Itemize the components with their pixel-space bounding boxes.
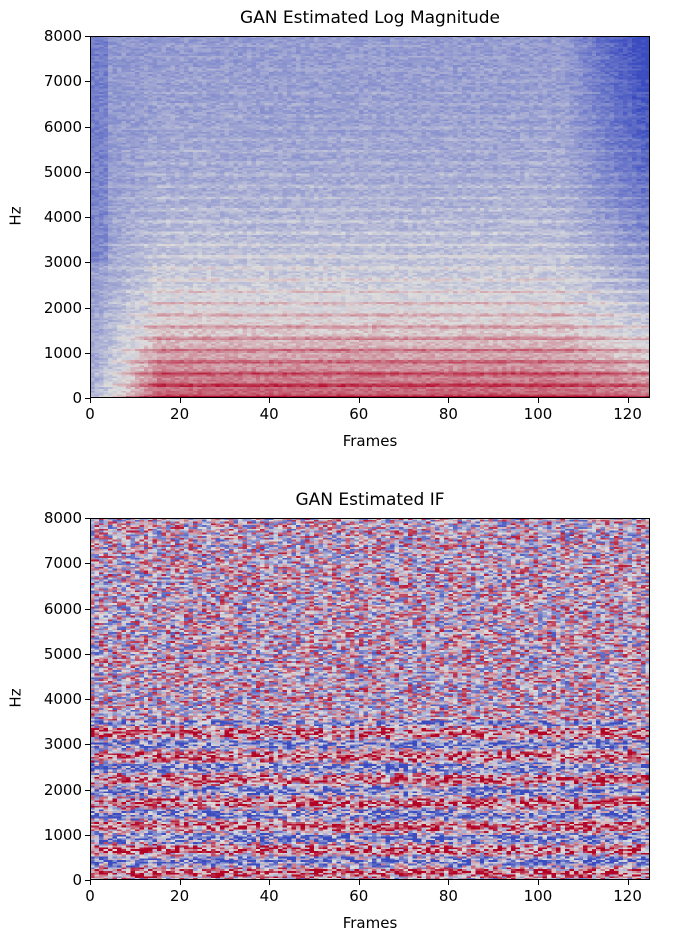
chart-title: GAN Estimated IF [295,490,445,510]
y-tick-mark [85,789,90,791]
x-tick-mark [538,880,539,885]
y-tick-label: 7000 [43,554,82,573]
y-tick-mark [85,398,90,399]
chart-title: GAN Estimated Log Magnitude [239,8,501,28]
x-tick-mark [269,398,271,403]
y-tick-mark [85,307,90,309]
x-tick-label: 0 [85,405,95,423]
y-tick-label: 5000 [43,162,82,181]
y-tick-label: 0 [72,871,82,889]
y-tick-mark [85,262,90,264]
y-tick-mark [85,36,90,37]
x-tick-mark [358,880,360,885]
x-tick-mark [448,880,450,885]
x-tick-label: 120 [613,405,642,423]
y-tick-label: 5000 [43,644,82,663]
x-tick-label: 120 [613,887,642,905]
y-tick-label: 6000 [43,117,82,136]
x-tick-label: 60 [349,887,369,905]
x-tick-mark [358,398,360,403]
y-tick-label: 3000 [43,253,82,272]
heatmap-log-magnitude [90,36,650,398]
y-tick-mark [85,653,90,655]
y-tick-mark [85,608,90,610]
y-tick-label: 6000 [43,599,82,618]
x-tick-label: 80 [438,887,458,905]
y-tick-label: 2000 [43,780,82,799]
y-tick-mark [85,880,90,881]
y-tick-label: 3000 [43,735,82,754]
x-tick-mark [179,398,181,403]
y-tick-mark [85,518,90,519]
y-tick-label: 1000 [43,825,82,844]
plot-frame [90,518,650,880]
y-tick-label: 4000 [43,208,82,226]
y-tick-label: 0 [72,389,82,407]
y-tick-mark [85,352,90,354]
x-tick-mark [90,880,91,885]
y-tick-mark [85,834,90,836]
x-axis-label: Frames [342,432,398,450]
heatmap-if [90,518,650,880]
x-tick-label: 20 [170,887,190,905]
x-tick-label: 60 [349,405,369,423]
y-tick-label: 8000 [43,27,82,45]
x-tick-mark [627,880,629,885]
y-axis-label: Hz [6,688,25,708]
x-tick-label: 100 [523,405,553,423]
x-tick-mark [627,398,629,403]
y-tick-mark [85,217,90,218]
y-tick-label: 1000 [43,343,82,362]
x-tick-label: 100 [523,887,553,905]
y-tick-mark [85,699,90,700]
y-tick-mark [85,744,90,746]
x-tick-mark [269,880,271,885]
x-tick-label: 40 [259,405,279,423]
x-tick-mark [538,398,539,403]
x-tick-mark [179,880,181,885]
y-axis-label: Hz [6,206,25,226]
y-tick-label: 4000 [43,690,82,708]
y-tick-label: 2000 [43,298,82,317]
plot-frame [90,36,650,398]
x-tick-label: 0 [85,887,95,905]
x-tick-label: 80 [438,405,458,423]
y-tick-mark [85,81,90,83]
x-tick-label: 20 [170,405,190,423]
y-tick-label: 7000 [43,72,82,91]
y-tick-label: 8000 [43,509,82,527]
y-tick-mark [85,171,90,173]
x-tick-mark [448,398,450,403]
y-tick-mark [85,126,90,128]
x-tick-label: 40 [259,887,279,905]
y-tick-mark [85,563,90,565]
x-axis-label: Frames [342,914,398,932]
x-tick-mark [90,398,91,403]
